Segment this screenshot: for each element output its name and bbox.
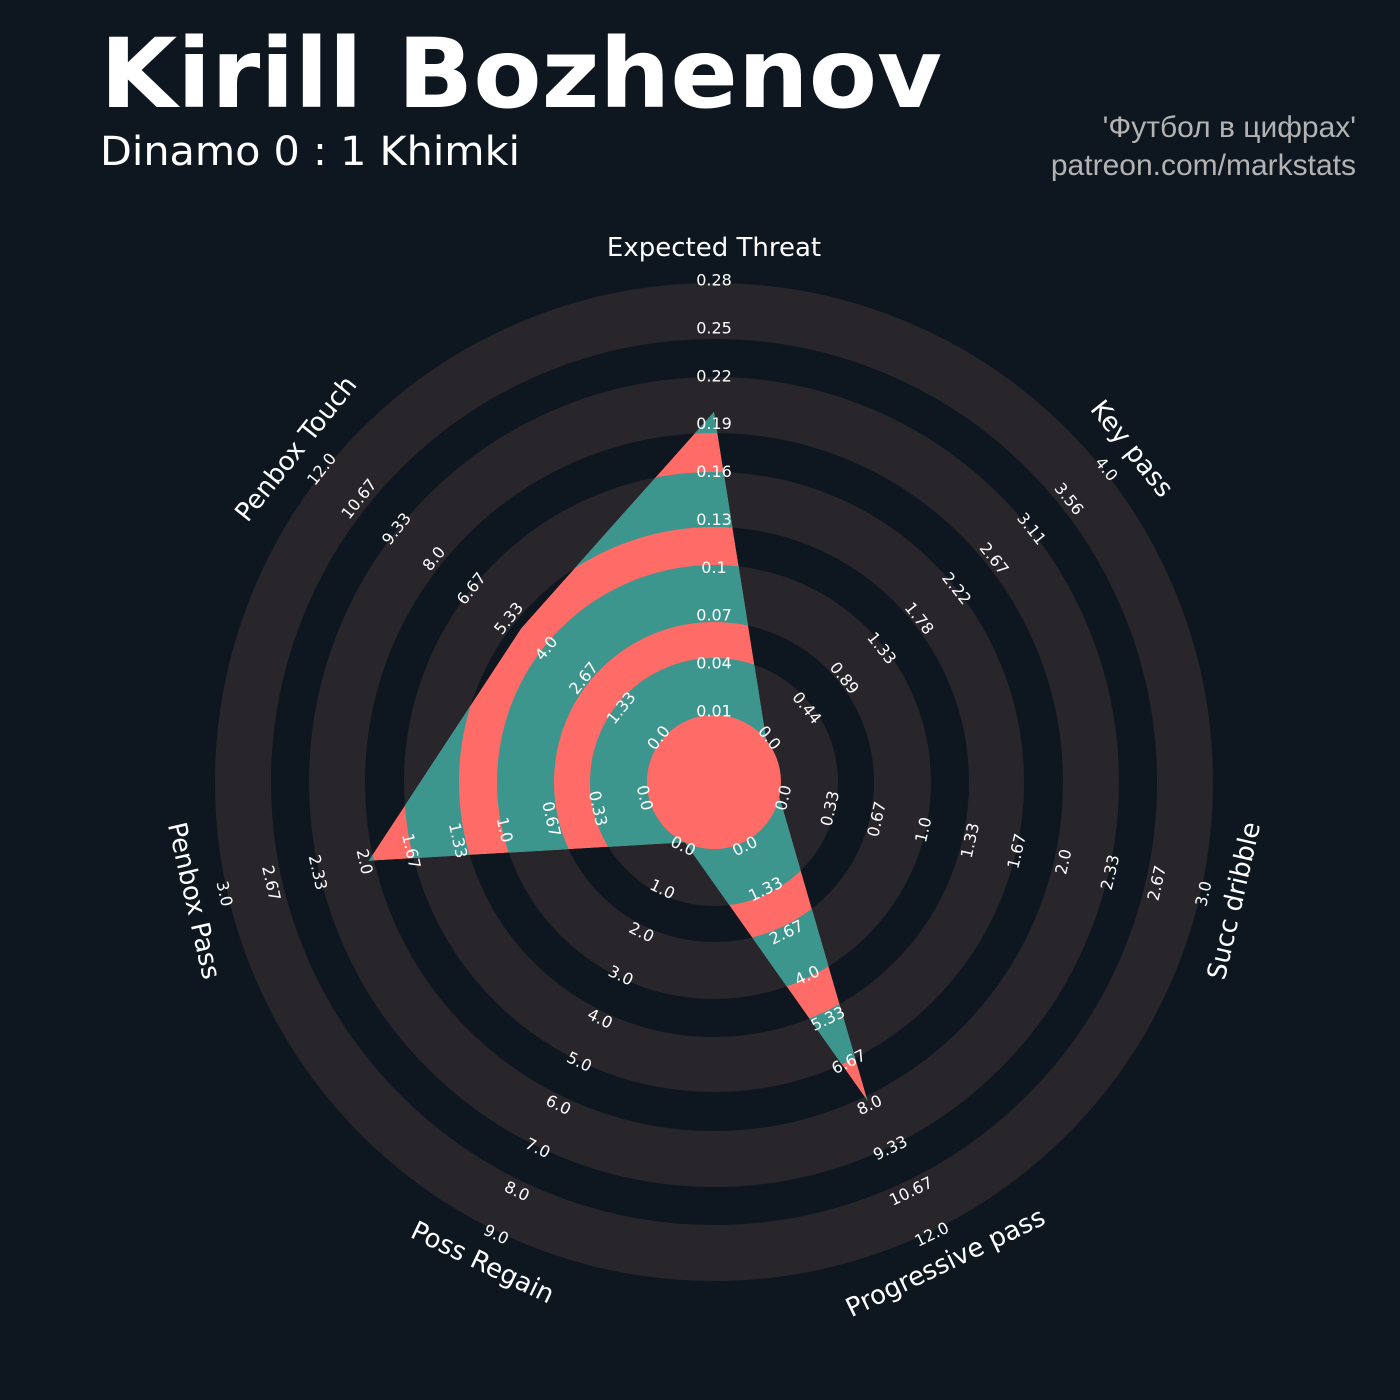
tick-label: 0.28 [696,271,732,290]
tick-label: 0.07 [696,606,732,625]
match-subtitle: Dinamo 0 : 1 Khimki [100,129,520,175]
tick-label: 0.22 [696,366,732,385]
tick-label: 0.25 [696,318,732,337]
player-name-title: Kirill Bozhenov [100,18,942,130]
ring-band [215,283,1213,1281]
tick-label: 0.04 [696,654,732,673]
center-circle [647,715,781,849]
tick-label: 0.16 [696,462,732,481]
tick-label: 0.1 [701,558,726,577]
credit-line-2: patreon.com/markstats [1051,149,1356,182]
tick-label: 0.01 [696,702,732,721]
param-label: Expected Threat [607,233,821,263]
ring-band [309,377,1119,1187]
tick-label: 0.19 [696,414,732,433]
tick-label: 0.13 [696,510,732,529]
credit-line-1: 'Футбол в цифрах' [1103,111,1356,144]
